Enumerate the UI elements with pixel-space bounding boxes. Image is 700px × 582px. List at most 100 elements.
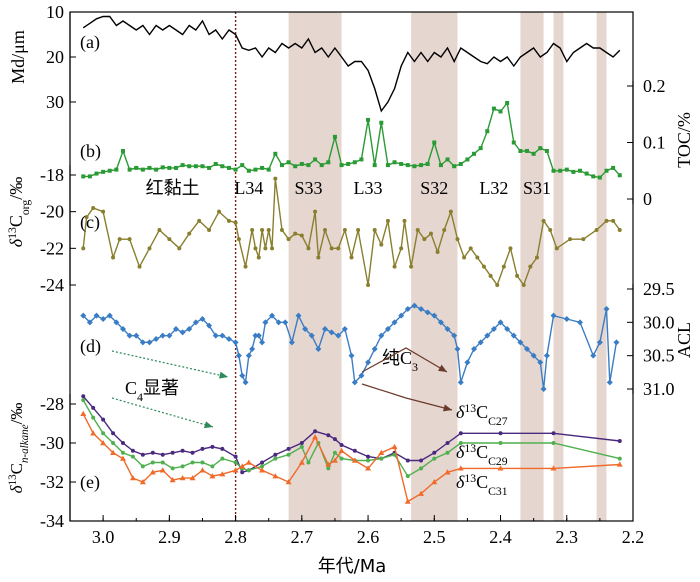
data-point: [478, 146, 483, 151]
data-point: [326, 466, 331, 471]
data-point: [130, 454, 135, 459]
data-point: [541, 218, 546, 223]
data-point: [127, 167, 132, 172]
data-point: [101, 209, 106, 214]
data-point: [179, 475, 186, 481]
data-point: [471, 346, 478, 352]
data-point: [418, 490, 425, 496]
data-point: [445, 450, 450, 455]
data-point: [558, 168, 563, 173]
data-point: [313, 209, 318, 214]
data-point: [477, 339, 484, 346]
data-point: [210, 464, 215, 469]
data-point: [279, 228, 284, 232]
data-point: [419, 466, 424, 471]
panel-label: (c): [80, 212, 100, 233]
data-point: [594, 228, 599, 232]
y-tick-label: -20: [40, 202, 64, 222]
right-tick-label: 0.1: [643, 133, 666, 153]
data-point: [306, 460, 311, 465]
data-point: [190, 460, 195, 465]
data-point: [497, 465, 504, 471]
data-point: [199, 316, 206, 322]
data-point: [160, 460, 165, 465]
data-point: [199, 467, 206, 473]
data-point: [551, 431, 556, 436]
data-point: [399, 161, 404, 166]
data-point: [331, 457, 338, 463]
data-point: [245, 459, 252, 465]
data-point: [137, 264, 142, 269]
data-point: [140, 464, 145, 469]
data-point: [217, 209, 222, 214]
data-point: [385, 218, 390, 223]
data-point: [189, 475, 196, 481]
data-point: [212, 332, 219, 339]
data-point: [84, 215, 89, 220]
data-point: [126, 332, 133, 339]
data-point: [611, 165, 616, 170]
data-point: [81, 246, 86, 251]
data-point: [246, 468, 251, 473]
data-point: [147, 165, 152, 170]
data-point: [299, 441, 304, 445]
axes: 3.0 2.9 2.8 2.7 2.6 2.5 2.4 2.3 2.2 年代/Ma 10 20 30 -1…: [6, 2, 695, 577]
data-point: [279, 163, 284, 168]
data-point: [596, 339, 603, 346]
data-point: [458, 431, 463, 436]
data-point: [93, 312, 100, 319]
acl-axis-label: ACL: [674, 322, 694, 358]
data-point: [150, 460, 155, 465]
data-point: [200, 446, 205, 451]
data-point: [133, 332, 140, 339]
data-point: [220, 164, 225, 169]
data-point: [399, 246, 404, 251]
data-point: [431, 312, 438, 319]
x-tick-label: 2.6: [357, 527, 380, 547]
data-point: [91, 405, 96, 410]
strat-label: L34: [234, 178, 263, 198]
data-point: [302, 326, 309, 332]
data-point: [299, 233, 304, 238]
strat-label: S33: [294, 178, 322, 198]
x-tick-label: 2.9: [158, 527, 181, 547]
data-point: [411, 302, 418, 309]
panel-label: (d): [80, 336, 101, 357]
data-point: [349, 255, 354, 260]
data-point: [273, 456, 278, 461]
data-point: [170, 450, 175, 455]
data-point: [134, 165, 139, 170]
data-point: [422, 237, 427, 242]
data-point: [481, 264, 486, 269]
data-point: [497, 319, 504, 326]
data-point: [233, 220, 238, 225]
data-point: [603, 306, 610, 312]
data-point: [288, 339, 295, 346]
data-point: [432, 140, 437, 145]
data-point: [179, 329, 186, 336]
data-point: [525, 148, 530, 153]
data-point: [113, 319, 120, 326]
data-point: [160, 165, 165, 170]
data-point: [240, 163, 245, 168]
data-point: [285, 479, 292, 485]
data-point: [260, 228, 265, 232]
data-point: [464, 359, 471, 366]
data-point: [332, 437, 337, 442]
shaded-band: [596, 12, 607, 521]
data-point: [484, 332, 491, 339]
right-tick-label: 29.5: [643, 279, 675, 299]
data-point: [80, 410, 87, 416]
data-point: [515, 273, 520, 278]
data-point: [319, 163, 324, 168]
data-point: [226, 165, 231, 170]
data-point: [167, 165, 172, 170]
data-point: [233, 454, 238, 459]
data-point: [578, 168, 583, 173]
arrow-c3-lower: [361, 383, 453, 412]
right-tick-label: 30.0: [643, 312, 675, 332]
data-point: [366, 458, 371, 463]
data-point: [508, 246, 513, 251]
data-point: [87, 174, 92, 179]
panel-label: (e): [80, 472, 100, 493]
